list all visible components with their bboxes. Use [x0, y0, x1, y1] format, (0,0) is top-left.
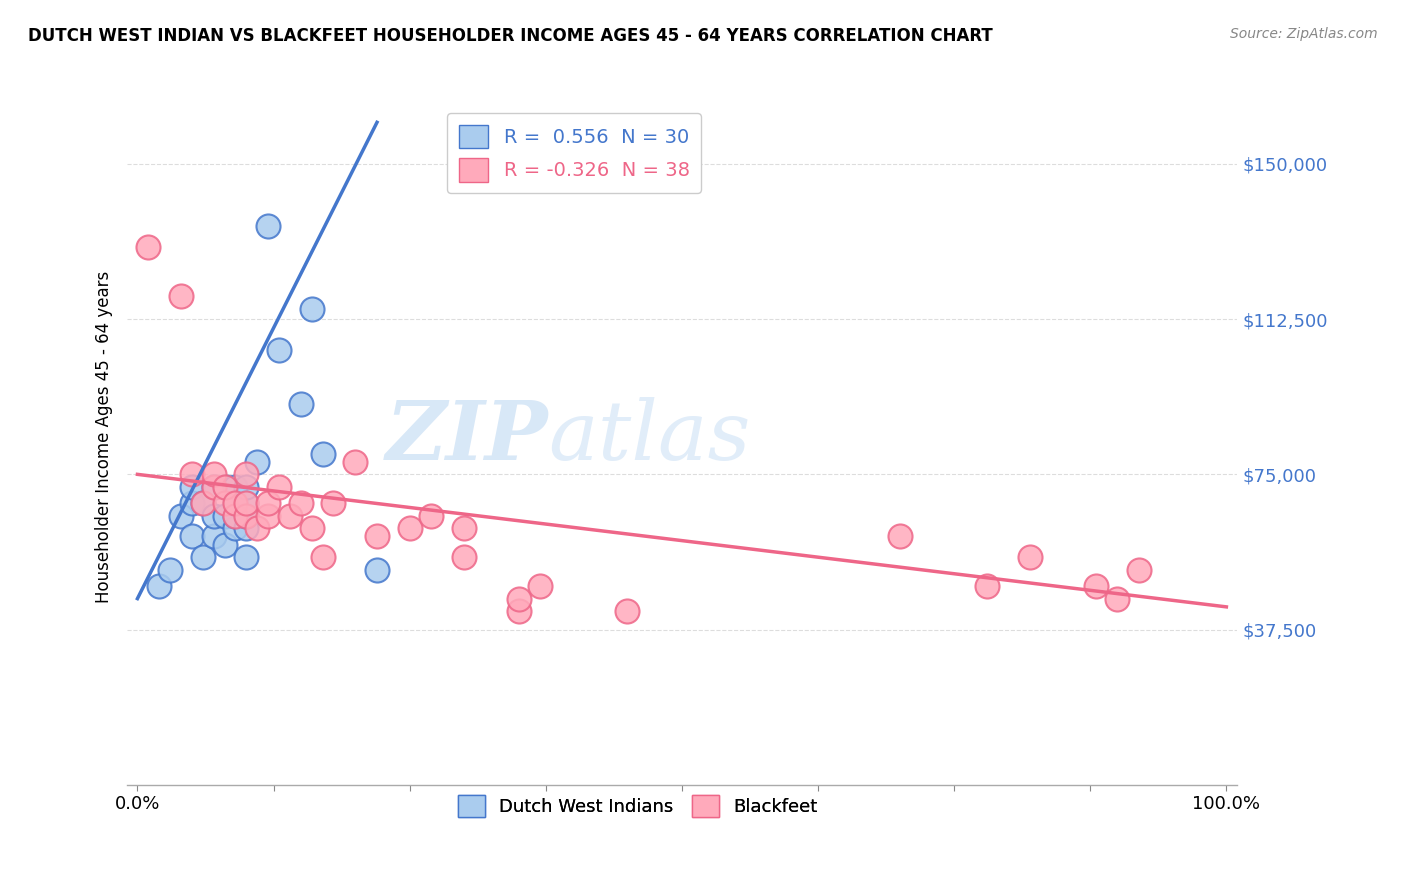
- Point: [235, 496, 257, 510]
- Point: [170, 508, 193, 523]
- Point: [202, 480, 225, 494]
- Point: [214, 508, 236, 523]
- Point: [344, 455, 367, 469]
- Point: [235, 480, 257, 494]
- Point: [148, 579, 170, 593]
- Point: [235, 467, 257, 482]
- Point: [1107, 591, 1129, 606]
- Point: [508, 591, 530, 606]
- Text: Source: ZipAtlas.com: Source: ZipAtlas.com: [1230, 27, 1378, 41]
- Point: [246, 521, 269, 535]
- Point: [224, 480, 246, 494]
- Point: [202, 480, 225, 494]
- Point: [290, 496, 312, 510]
- Point: [1084, 579, 1107, 593]
- Point: [246, 455, 269, 469]
- Point: [224, 496, 246, 510]
- Point: [214, 480, 236, 494]
- Point: [366, 563, 388, 577]
- Point: [191, 550, 214, 565]
- Point: [529, 579, 551, 593]
- Point: [235, 508, 257, 523]
- Point: [214, 496, 236, 510]
- Point: [267, 480, 290, 494]
- Point: [301, 521, 323, 535]
- Point: [453, 521, 475, 535]
- Point: [214, 480, 236, 494]
- Text: atlas: atlas: [548, 397, 751, 477]
- Point: [278, 508, 301, 523]
- Point: [214, 538, 236, 552]
- Point: [136, 239, 159, 253]
- Point: [180, 467, 202, 482]
- Point: [301, 301, 323, 316]
- Point: [180, 529, 202, 543]
- Point: [290, 397, 312, 411]
- Point: [180, 496, 202, 510]
- Point: [257, 219, 280, 233]
- Point: [1019, 550, 1042, 565]
- Point: [191, 496, 214, 510]
- Point: [1128, 563, 1150, 577]
- Point: [224, 521, 246, 535]
- Point: [257, 508, 280, 523]
- Point: [257, 496, 280, 510]
- Point: [191, 496, 214, 510]
- Point: [202, 529, 225, 543]
- Point: [224, 496, 246, 510]
- Point: [202, 467, 225, 482]
- Text: ZIP: ZIP: [387, 397, 548, 477]
- Point: [235, 550, 257, 565]
- Point: [170, 289, 193, 303]
- Point: [235, 508, 257, 523]
- Legend: Dutch West Indians, Blackfeet: Dutch West Indians, Blackfeet: [450, 789, 824, 824]
- Point: [235, 521, 257, 535]
- Point: [453, 550, 475, 565]
- Text: DUTCH WEST INDIAN VS BLACKFEET HOUSEHOLDER INCOME AGES 45 - 64 YEARS CORRELATION: DUTCH WEST INDIAN VS BLACKFEET HOUSEHOLD…: [28, 27, 993, 45]
- Point: [235, 496, 257, 510]
- Point: [311, 550, 333, 565]
- Point: [202, 508, 225, 523]
- Point: [420, 508, 443, 523]
- Point: [322, 496, 344, 510]
- Point: [616, 604, 638, 618]
- Point: [159, 563, 181, 577]
- Point: [398, 521, 420, 535]
- Point: [976, 579, 998, 593]
- Point: [366, 529, 388, 543]
- Point: [508, 604, 530, 618]
- Point: [311, 447, 333, 461]
- Point: [224, 508, 246, 523]
- Y-axis label: Householder Income Ages 45 - 64 years: Householder Income Ages 45 - 64 years: [94, 271, 112, 603]
- Point: [180, 480, 202, 494]
- Point: [267, 343, 290, 357]
- Point: [889, 529, 911, 543]
- Point: [224, 508, 246, 523]
